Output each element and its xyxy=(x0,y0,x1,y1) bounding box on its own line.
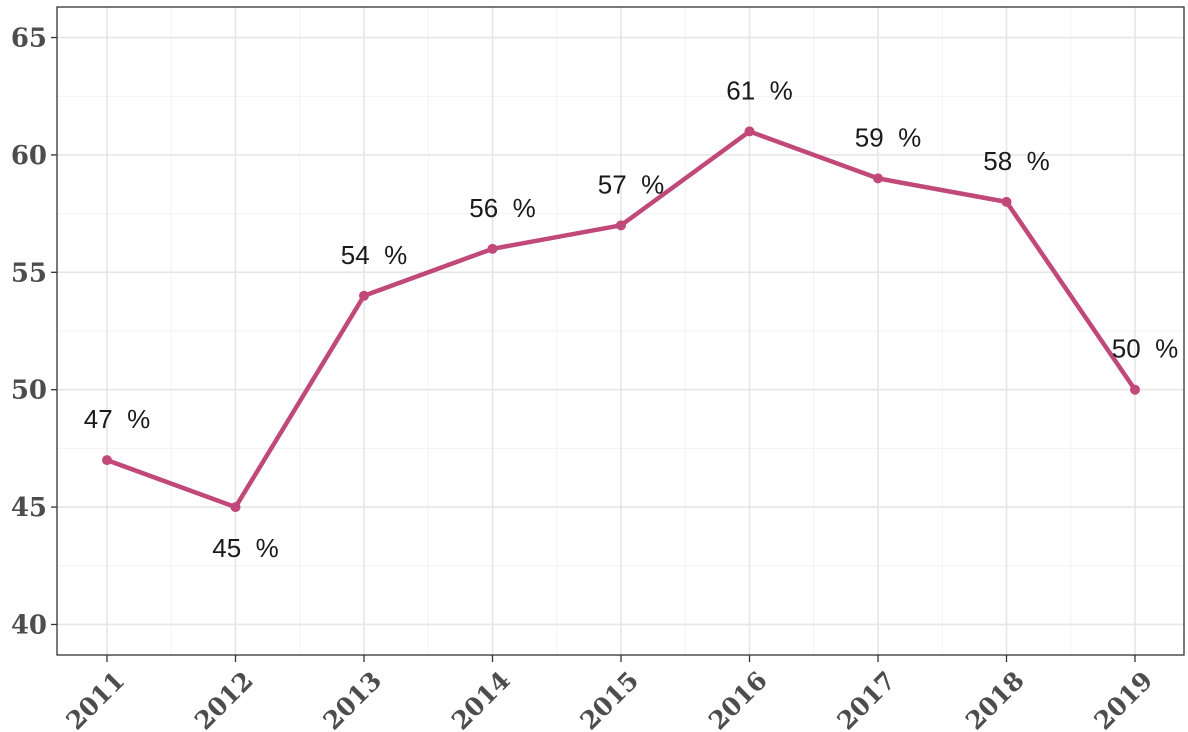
x-tick-label: 2011 xyxy=(61,666,131,732)
x-tick-label: 2013 xyxy=(318,666,388,732)
data-point xyxy=(230,502,241,513)
data-point xyxy=(102,455,112,466)
y-tick-label: 65 xyxy=(11,24,47,54)
data-label: 45 % xyxy=(212,533,279,563)
data-point xyxy=(359,290,369,301)
data-point xyxy=(744,126,755,137)
y-tick-label: 40 xyxy=(11,610,47,640)
data-point xyxy=(1130,384,1140,395)
data-point xyxy=(487,243,498,254)
x-tick-label: 2017 xyxy=(832,666,902,732)
data-point xyxy=(616,220,626,231)
x-tick-label: 2019 xyxy=(1089,666,1159,732)
data-label: 50 % xyxy=(1112,334,1179,364)
y-tick-label: 60 xyxy=(11,141,47,171)
y-tick-label: 45 xyxy=(11,493,47,523)
x-tick-label: 2018 xyxy=(960,666,1030,732)
data-point xyxy=(1001,196,1012,207)
data-point xyxy=(873,173,883,184)
x-axis: 2011 2012 2013 2014 2015 2016 2017 2018 2019 xyxy=(61,655,1159,732)
gridlines xyxy=(57,7,1184,655)
x-tick-label: 2014 xyxy=(446,666,516,732)
y-axis: 40 45 50 55 60 65 xyxy=(11,24,57,640)
y-tick-label: 50 xyxy=(11,376,47,406)
x-tick-label: 2015 xyxy=(575,666,645,732)
data-label: 57 % xyxy=(598,169,665,199)
data-label: 59 % xyxy=(855,122,922,152)
x-tick-label: 2012 xyxy=(189,666,259,732)
data-label: 61 % xyxy=(726,75,793,105)
data-labels: 47 % 45 % 54 % 56 % 57 % 61 % 59 % 58 % 50 % xyxy=(84,75,1179,563)
x-tick-label: 2016 xyxy=(703,666,773,732)
data-label: 54 % xyxy=(341,240,408,270)
y-tick-label: 55 xyxy=(11,258,47,288)
data-label: 58 % xyxy=(983,146,1050,176)
data-points xyxy=(102,126,1140,513)
data-label: 56 % xyxy=(469,193,536,223)
data-label: 47 % xyxy=(84,404,151,434)
